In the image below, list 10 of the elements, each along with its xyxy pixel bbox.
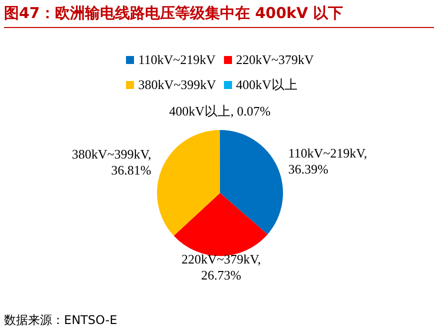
chart-title: 图47：欧洲输电线路电压等级集中在 400kV 以下 <box>4 4 434 28</box>
data-label: 220kV~379kV, 26.73% <box>181 251 261 282</box>
legend-label: 220kV~379kV <box>235 52 314 68</box>
source-note: 数据来源：ENTSO-E <box>4 312 118 329</box>
legend-label: 400kV以上 <box>235 76 298 94</box>
data-label: 110kV~219kV, 36.39% <box>288 145 368 176</box>
data-label: 400kV以上, 0.07% <box>169 103 271 118</box>
data-label: 380kV~399kV, 36.81% <box>72 146 152 178</box>
legend-label: 110kV~219kV <box>137 52 216 68</box>
legend-label: 380kV~399kV <box>137 76 216 94</box>
